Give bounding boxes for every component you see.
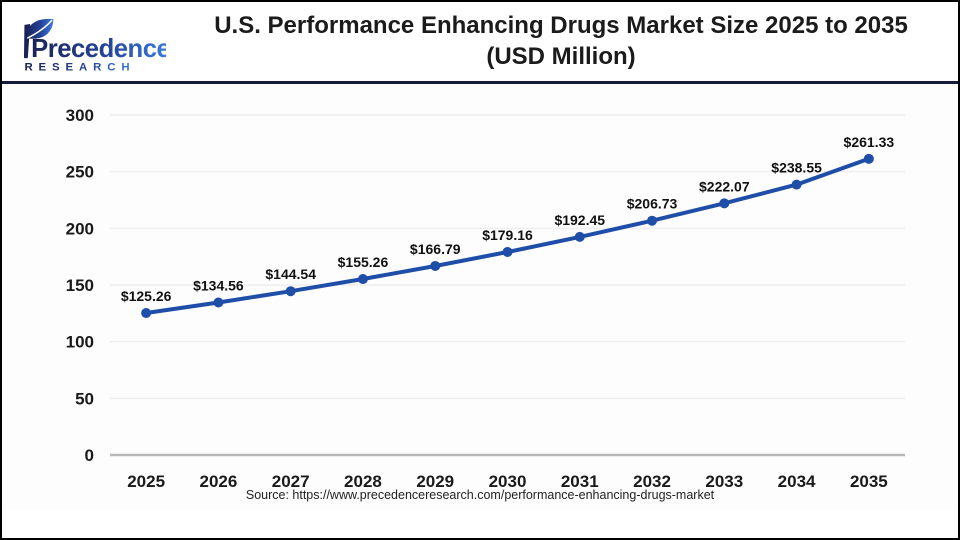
source-note: Source: https://www.precedenceresearch.c… [245,488,715,502]
leaf-vein [26,19,53,39]
x-tick-label: 2034 [778,472,816,491]
data-point [285,286,296,297]
data-label: $261.33 [844,134,895,150]
logo-subtext: RESEARCH [24,61,135,72]
y-tick-label: 300 [66,106,94,125]
data-label: $192.45 [554,212,605,228]
data-label: $134.56 [193,277,244,293]
x-tick-label: 2030 [489,472,527,491]
logo-wordmark: Precedence [31,35,166,63]
data-point [719,198,730,209]
data-label: $206.73 [627,196,678,212]
y-tick-label: 50 [75,389,94,408]
y-tick-label: 150 [66,276,94,295]
x-tick-label: 2033 [705,472,743,491]
chart-title-line2: (USD Million) [486,42,636,70]
data-point [863,153,874,164]
data-point [502,246,513,257]
x-tick-label: 2027 [272,472,310,491]
chart-title-line1: U.S. Performance Enhancing Drugs Market … [214,12,908,40]
line-chart-canvas: 0 50 100 150 200 250 300 2025 2026 2027 2028 2029 20… [66,106,905,491]
data-point [647,215,658,226]
y-tick-label: 250 [66,163,94,182]
data-label: $125.26 [121,288,172,304]
x-tick-label: 2032 [633,472,671,491]
header-divider [2,81,958,84]
data-point [574,231,585,242]
x-tick-label: 2035 [850,472,888,491]
header: Precedence RESEARCH U.S. Performance Enh… [2,2,958,81]
data-label: $144.54 [265,266,316,282]
data-label: $155.26 [338,254,389,270]
data-label: $238.55 [771,160,822,176]
data-point [430,260,441,271]
y-tick-label: 0 [85,446,94,465]
data-point [213,297,224,308]
y-tick-label: 100 [66,333,94,352]
logo-container: Precedence RESEARCH [2,12,172,72]
data-label: $166.79 [410,241,461,257]
line-chart: 0 50 100 150 200 250 300 2025 2026 2027 2028 2029 20… [2,84,958,509]
x-tick-label: 2028 [344,472,382,491]
x-tick-label: 2026 [199,472,237,491]
data-label: $222.07 [699,178,750,194]
data-point [357,274,368,285]
x-tick-label: 2031 [561,472,599,491]
x-tick-label: 2025 [127,472,165,491]
x-tick-label: 2029 [416,472,454,491]
y-tick-label: 200 [66,219,94,238]
chart-title: U.S. Performance Enhancing Drugs Market … [172,11,958,72]
data-point [791,179,802,190]
data-label: $179.16 [482,227,533,243]
precedence-research-logo: Precedence RESEARCH [23,18,166,72]
leaf-icon [25,18,54,39]
data-point [141,308,152,319]
